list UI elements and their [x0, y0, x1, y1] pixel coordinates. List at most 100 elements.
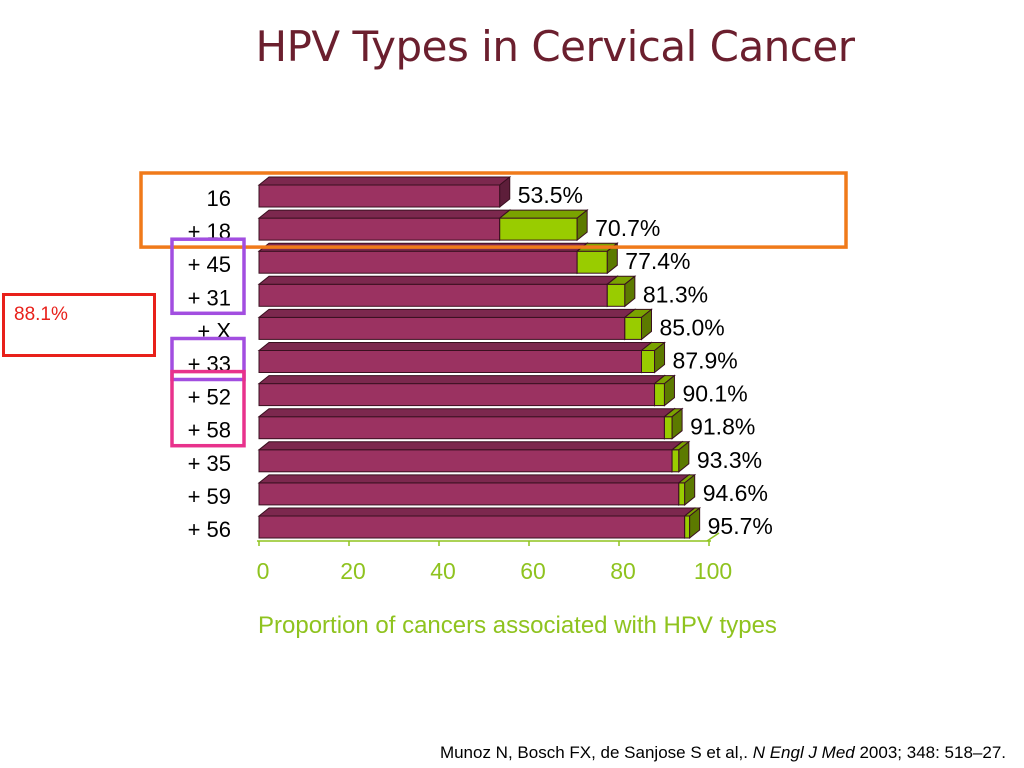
bar-3-base-front: [258, 283, 608, 307]
bar-0-top: [257, 176, 512, 186]
bar-7-base: [257, 407, 676, 440]
bar-1-base-front: [258, 217, 501, 241]
bar-10-increment-front: [684, 515, 691, 539]
category-label-2: + 45: [188, 252, 231, 277]
bar-8-base-front: [258, 449, 673, 473]
bar-8-base-top: [257, 441, 684, 451]
bar-10-base-front: [258, 515, 686, 539]
bar-4-increment-front: [624, 316, 642, 340]
category-label-0: 16: [207, 186, 231, 211]
bar-3-increment: [605, 275, 637, 308]
x-tick-label-60: 60: [520, 558, 546, 584]
category-label-7: + 58: [188, 418, 231, 443]
bar-4-base: [257, 308, 637, 341]
bar-9-base-top: [257, 474, 691, 484]
bar-3-increment-side: [624, 275, 636, 308]
x-tick-label-20: 20: [340, 558, 366, 584]
category-label-10: + 56: [188, 517, 231, 542]
x-tick-label-40: 40: [430, 558, 456, 584]
bar-6-base: [257, 374, 666, 407]
bar-7-base-front: [258, 416, 665, 440]
highlight-box-2: [170, 336, 246, 382]
bar-7-increment-front: [663, 416, 673, 440]
bar-6-base-top: [257, 375, 666, 385]
bar-7-increment-side: [671, 407, 683, 440]
bar-9-base-front: [258, 482, 680, 506]
bar-9-base: [257, 473, 691, 506]
citation-details: 2003; 348: 518–27.: [854, 743, 1006, 762]
bar-9-increment: [677, 473, 697, 506]
bar-5-increment-front: [641, 350, 656, 373]
highlight-box-3: [170, 369, 246, 448]
highlight-box-1: [170, 237, 246, 316]
category-label-6: + 52: [188, 385, 231, 410]
value-label-4: 85.0%: [660, 314, 725, 340]
bar-8-increment-side: [678, 440, 690, 473]
value-label-6: 90.1%: [682, 381, 747, 407]
bar-3-base: [257, 275, 619, 308]
bar-5-increment: [640, 341, 666, 374]
bar-1-base: [257, 209, 512, 242]
bar-4-increment: [623, 308, 653, 341]
category-label-9: + 59: [188, 484, 231, 509]
bar-6-increment-side: [663, 374, 675, 407]
value-label-8: 93.3%: [697, 447, 762, 473]
bar-6-increment-front: [654, 383, 665, 407]
bar-3-base-top: [257, 275, 619, 285]
bar-8-increment: [670, 440, 691, 473]
bar-1-increment: [498, 209, 589, 242]
bar-9-increment-side: [684, 473, 696, 506]
value-label-5: 87.9%: [673, 348, 738, 374]
bar-8-base: [257, 440, 684, 473]
category-label-3: + 31: [188, 285, 231, 310]
highlight-box-0: [139, 171, 848, 249]
bar-0-front: [258, 184, 501, 208]
bar-4-base-front: [258, 316, 626, 340]
bar-4-base-top: [257, 308, 637, 318]
bar-1-increment-side: [576, 209, 588, 242]
bar-10-increment: [683, 506, 702, 540]
value-label-3: 81.3%: [643, 281, 708, 307]
callout-box: 88.1%: [2, 293, 156, 357]
bar-3-increment-front: [606, 283, 626, 307]
callout-text: 88.1%: [14, 304, 68, 325]
bar-5-increment-side: [654, 341, 666, 374]
bar-6-base-front: [258, 383, 656, 407]
bar-5-base-top: [257, 342, 653, 351]
bar-1-base-top: [257, 209, 512, 219]
bar-10-base-top: [257, 507, 697, 517]
bar-1-increment-top: [498, 209, 589, 219]
bar-0-side: [499, 175, 511, 209]
bar-2-base-front: [258, 250, 578, 274]
citation: Munoz N, Bosch FX, de Sanjose S et al,. …: [440, 743, 1006, 763]
bar-5-base: [257, 341, 653, 374]
bar-1-increment-front: [499, 217, 578, 241]
x-axis-end: [706, 532, 720, 542]
bar-10-base: [257, 506, 697, 540]
citation-journal: N Engl J Med: [752, 743, 855, 762]
value-label-10: 95.7%: [708, 513, 773, 539]
x-tick-label-0: 0: [257, 558, 270, 584]
category-label-8: + 35: [188, 451, 231, 476]
bar-7-increment: [663, 407, 684, 440]
value-label-0: 53.5%: [518, 182, 583, 208]
bar-7-base-top: [257, 408, 676, 418]
slide-title: HPV Types in Cervical Cancer: [255, 22, 855, 71]
bar-9-increment-front: [678, 482, 686, 506]
value-label-2: 77.4%: [625, 248, 690, 274]
x-tick-label-100: 100: [694, 558, 732, 584]
bar-5-base-front: [258, 350, 642, 373]
bar-0: [257, 175, 512, 209]
bar-10-increment-side: [689, 506, 701, 540]
citation-authors: Munoz N, Bosch FX, de Sanjose S et al,.: [439, 743, 753, 762]
x-tick-label-80: 80: [610, 558, 636, 584]
x-axis-title: Proportion of cancers associated with HP…: [258, 612, 777, 639]
value-label-7: 91.8%: [690, 414, 755, 440]
bar-2-increment-front: [576, 250, 608, 274]
bar-8-increment-front: [671, 449, 680, 473]
value-label-9: 94.6%: [703, 480, 768, 506]
value-label-1: 70.7%: [595, 215, 660, 241]
bar-4-increment-side: [641, 308, 652, 341]
bar-6-increment: [653, 374, 676, 407]
